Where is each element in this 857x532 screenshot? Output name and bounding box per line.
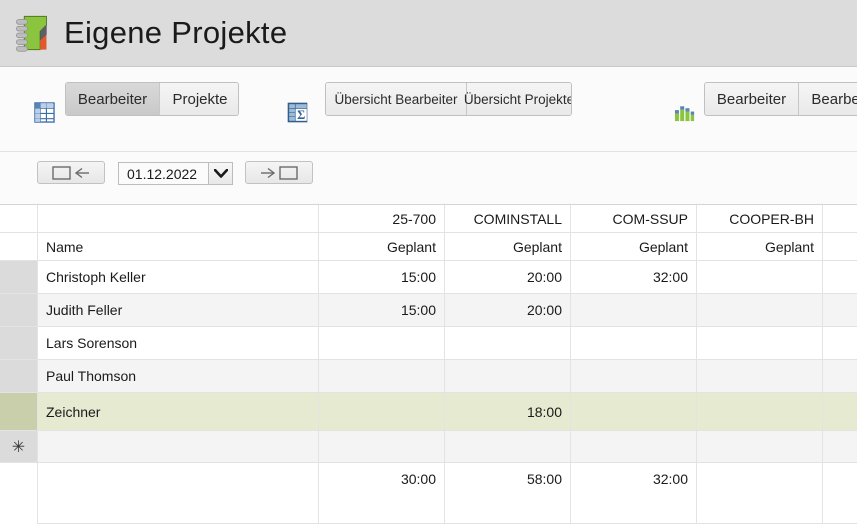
svg-text:Σ: Σ <box>297 108 305 122</box>
